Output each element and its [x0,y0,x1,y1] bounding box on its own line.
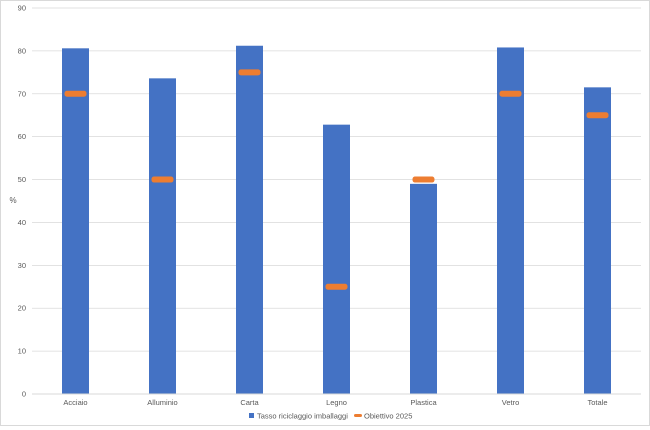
y-tick-label: 0 [22,390,26,399]
x-tick-label: Alluminio [147,398,177,407]
y-axis: 0 10 20 30 40 50 60 70 80 90 [18,4,26,399]
y-tick-label: 20 [18,304,26,313]
x-tick-label: Legno [326,398,347,407]
legend: Tasso riciclaggio imballaggi Obiettivo 2… [249,412,412,421]
x-tick-label: Carta [240,398,259,407]
x-tick-label: Vetro [502,398,520,407]
y-tick-label: 30 [18,261,26,270]
target-marker-carta [238,69,261,76]
legend-swatch-bars [249,413,254,418]
y-axis-label: % [9,196,16,205]
y-tick-label: 50 [18,175,26,184]
bar-acciaio [62,48,89,395]
bar-vetro [497,47,524,395]
target-marker-legno [325,283,348,290]
target-marker-acciaio [64,90,87,97]
target-marker-totale [586,112,609,119]
bar-legno [323,124,350,394]
target-marker-plastica [412,176,435,183]
y-tick-label: 70 [18,89,26,98]
legend-label-target: Obiettivo 2025 [364,412,412,421]
bars-series [62,45,611,395]
y-tick-label: 60 [18,132,26,141]
y-tick-label: 80 [18,46,26,55]
bar-plastica [410,183,437,394]
bar-alluminio [149,78,176,395]
legend-label-bars: Tasso riciclaggio imballaggi [257,412,348,421]
x-tick-label: Plastica [410,398,437,407]
target-marker-vetro [499,90,522,97]
target-series [64,69,609,290]
target-marker-alluminio [151,176,174,183]
y-tick-label: 40 [18,218,26,227]
bar-totale [584,87,611,394]
x-axis: Acciaio Alluminio Carta Legno Plastica Vetro T… [32,393,641,407]
x-tick-label: Totale [587,398,607,407]
bar-carta [236,45,263,395]
x-tick-label: Acciaio [63,398,87,407]
y-tick-label: 90 [18,4,26,13]
y-tick-label: 10 [18,347,26,356]
legend-swatch-target [354,414,362,417]
